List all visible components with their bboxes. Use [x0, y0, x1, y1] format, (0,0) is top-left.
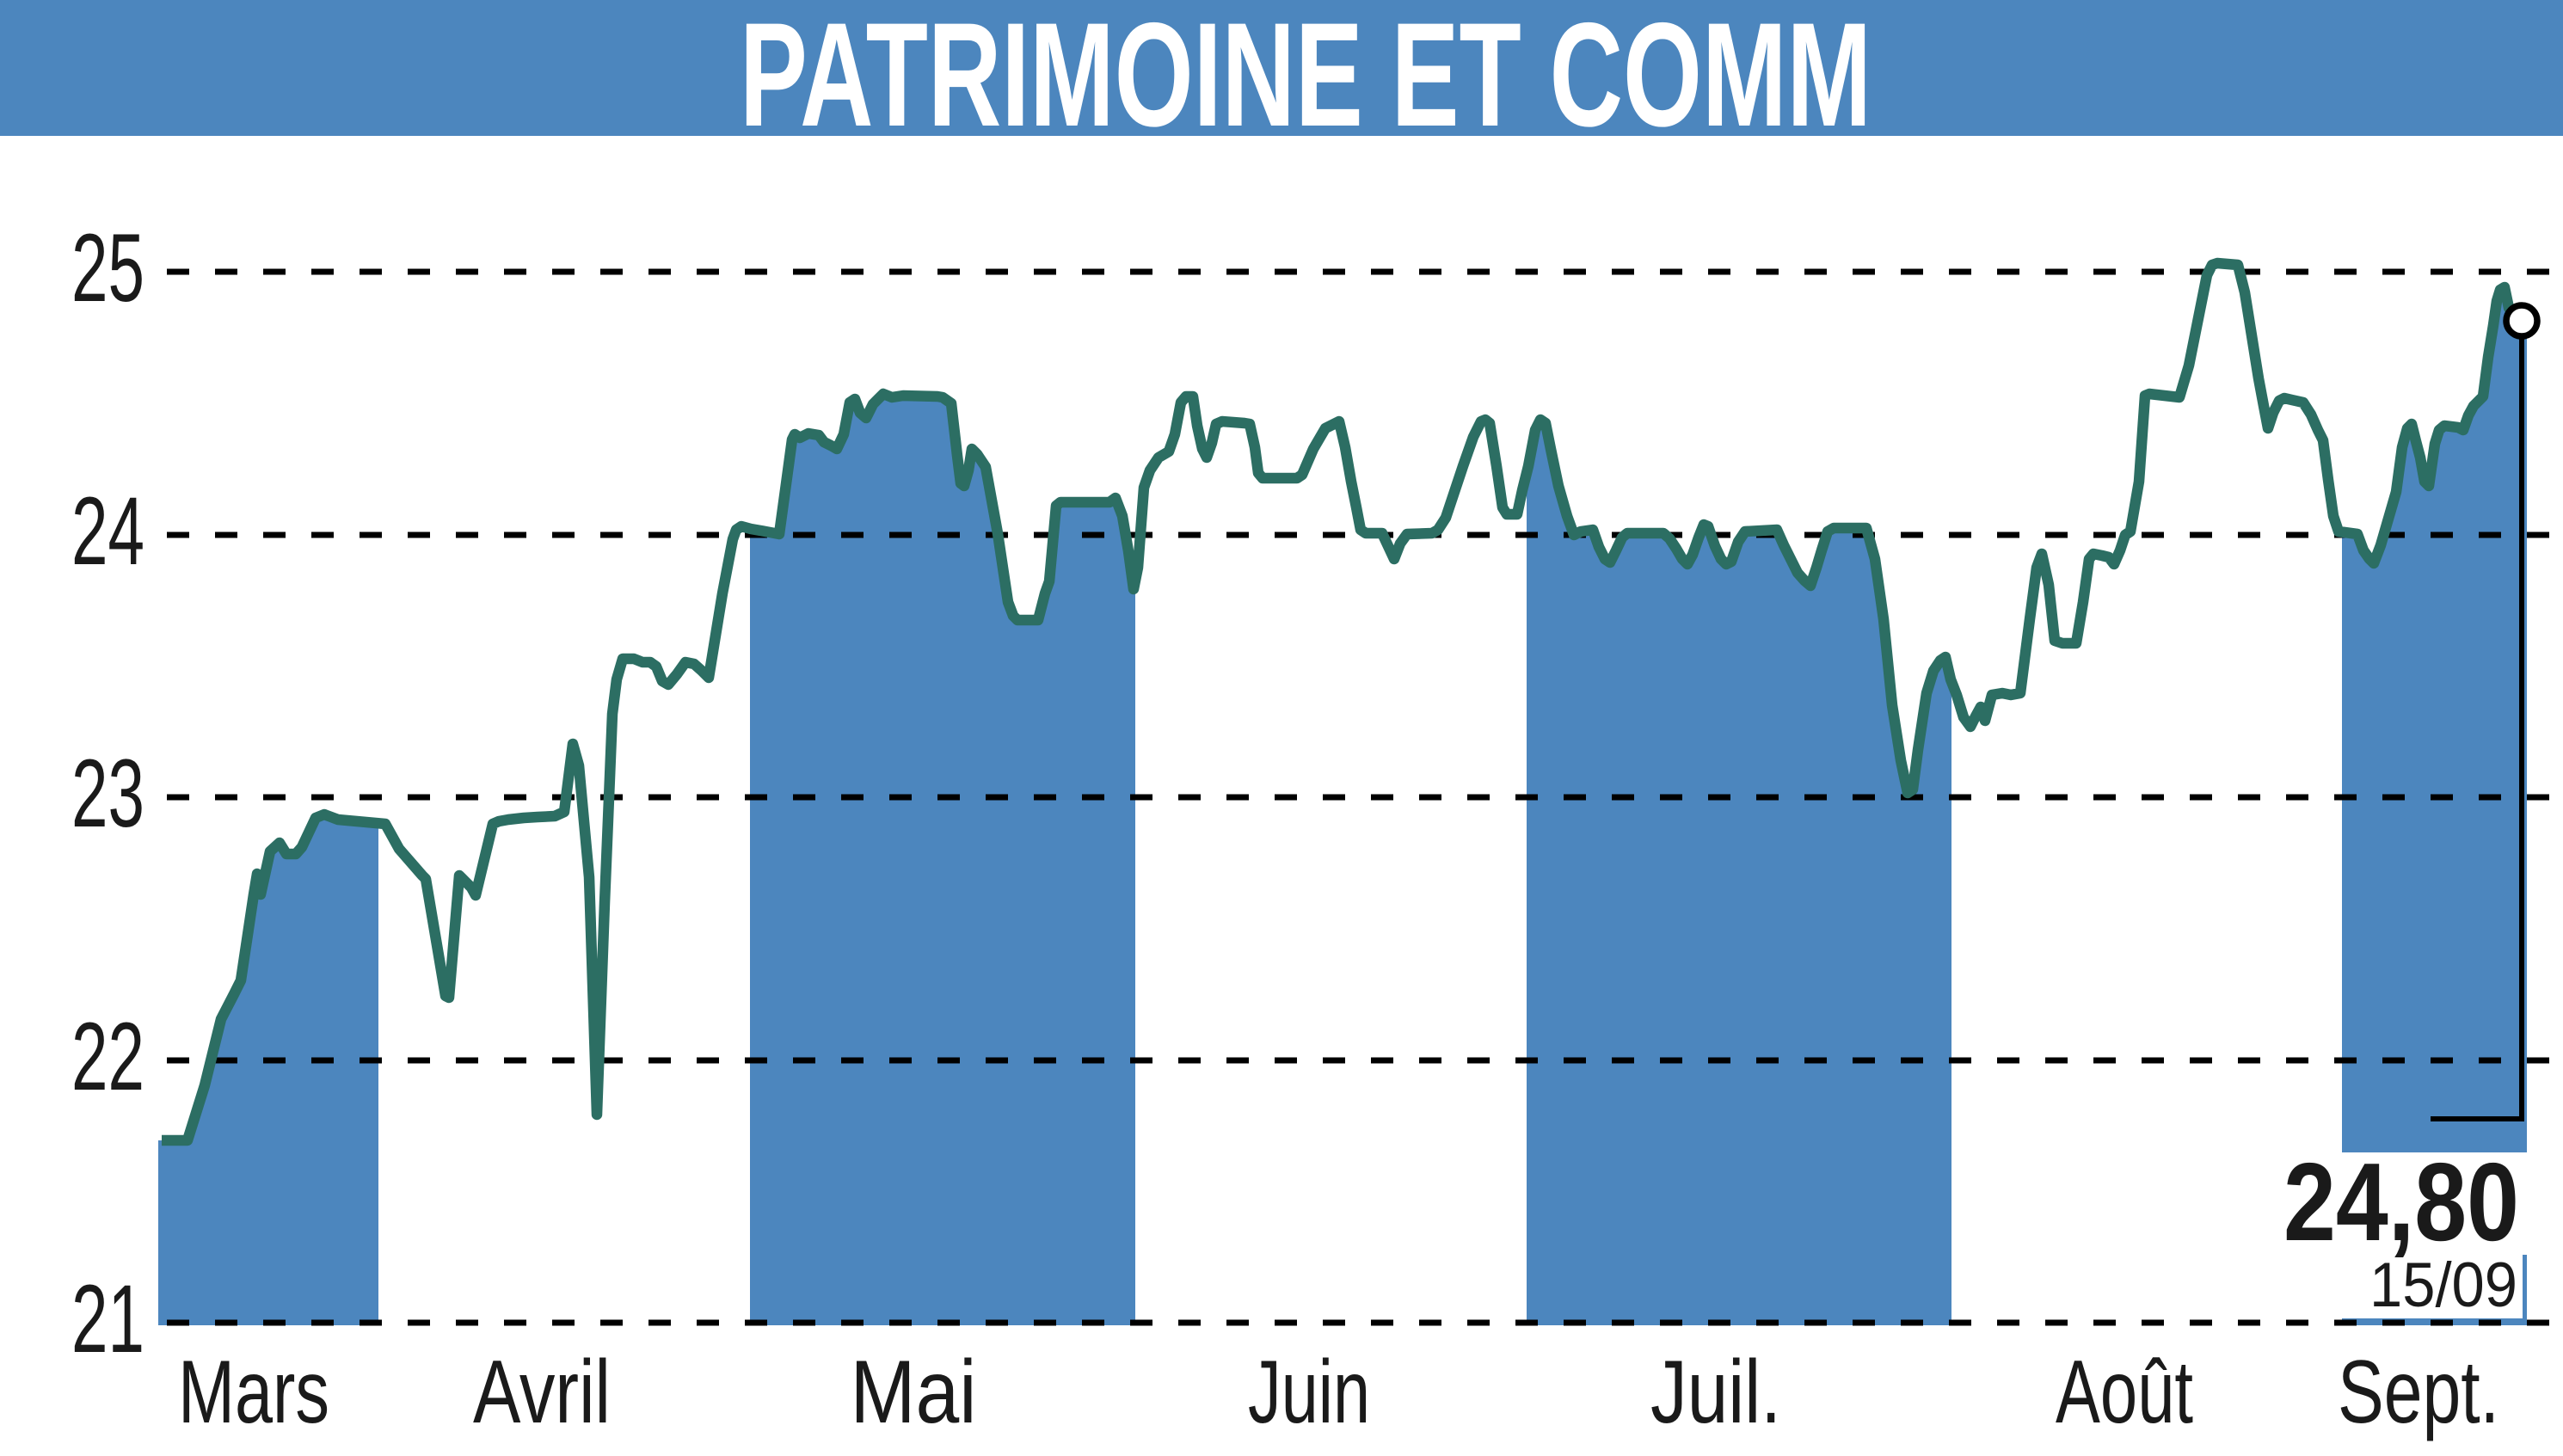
svg-text:Sept.: Sept.: [2338, 1342, 2499, 1442]
svg-text:Juil.: Juil.: [1650, 1342, 1781, 1442]
svg-text:PATRIMOINE ET COMM: PATRIMOINE ET COMM: [740, 0, 1872, 157]
svg-text:Août: Août: [2056, 1342, 2193, 1442]
svg-text:25: 25: [71, 214, 144, 322]
svg-text:Mars: Mars: [178, 1342, 329, 1442]
svg-text:Juin: Juin: [1248, 1342, 1370, 1442]
svg-text:24: 24: [71, 477, 144, 585]
svg-text:Mai: Mai: [851, 1342, 977, 1442]
svg-text:23: 23: [71, 740, 144, 847]
svg-text:15/09: 15/09: [2369, 1250, 2517, 1320]
svg-text:Avril: Avril: [473, 1342, 611, 1442]
svg-text:22: 22: [71, 1003, 144, 1110]
svg-text:24,80: 24,80: [2283, 1140, 2519, 1264]
svg-text:21: 21: [71, 1265, 144, 1373]
